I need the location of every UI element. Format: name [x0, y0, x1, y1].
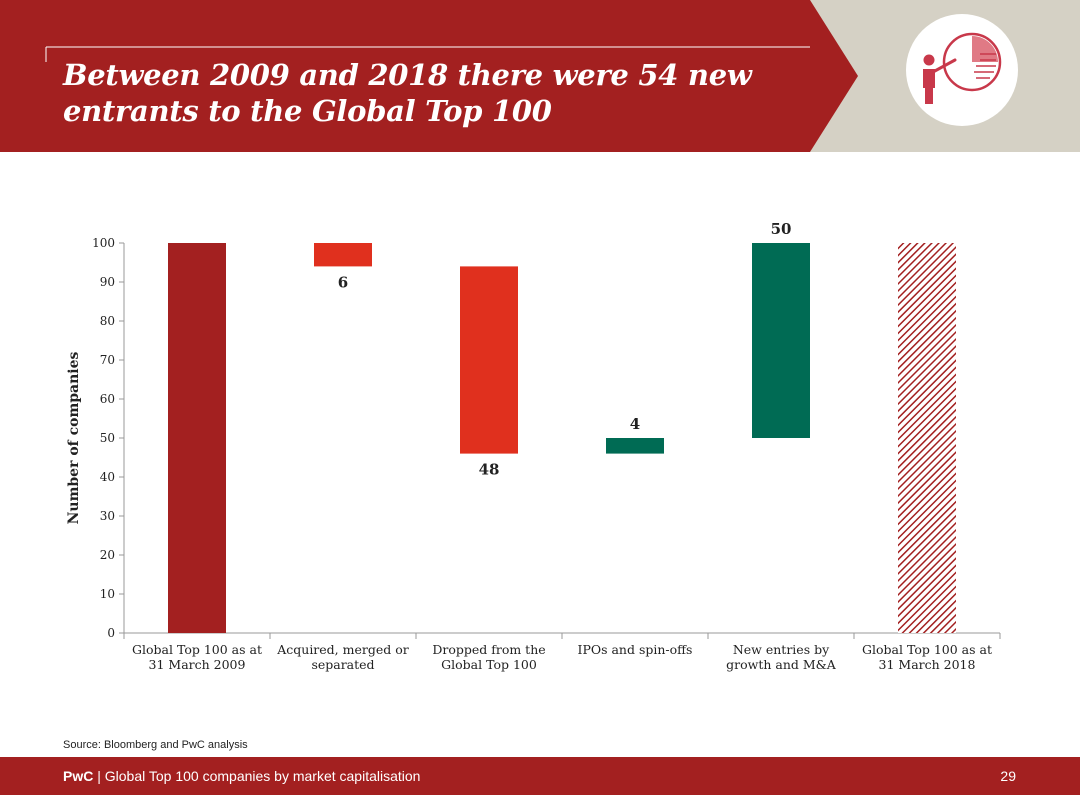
bar-3 [460, 266, 518, 454]
y-tick-label: 20 [100, 548, 115, 562]
footer-separator: | [93, 768, 105, 784]
footer: PwC | Global Top 100 companies by market… [63, 768, 420, 784]
bar-2 [314, 243, 372, 267]
bar-value-label: 50 [771, 220, 792, 238]
bar-value-label: 48 [479, 461, 500, 479]
category-label: New entries by growth and M&A [726, 642, 837, 672]
footer-brand: PwC [63, 768, 94, 784]
y-tick-label: 60 [100, 392, 115, 406]
y-axis-label: Number of companies [66, 351, 82, 524]
x-axis [123, 632, 1001, 639]
presentation-pie-chart-icon [906, 14, 1018, 126]
header-band [0, 0, 1080, 152]
y-tick-label: 80 [100, 314, 115, 328]
page-title-line-2: entrants to the Global Top 100 [63, 94, 552, 128]
y-tick-label: 50 [100, 431, 115, 445]
category-label: IPOs and spin-offs [578, 642, 693, 657]
category-label: Acquired, merged or separated [276, 642, 409, 672]
y-axis: 0 10 20 30 40 50 60 70 80 90 100 [92, 236, 125, 640]
bar-labels: 6 48 4 50 [338, 220, 792, 479]
bar-1 [168, 243, 226, 633]
bar-value-label: 4 [630, 415, 640, 433]
footer-bar [0, 757, 1080, 795]
y-tick-label: 70 [100, 353, 115, 367]
y-tick-label: 30 [100, 509, 115, 523]
y-tick-label: 10 [100, 587, 115, 601]
y-tick-label: 90 [100, 275, 115, 289]
category-label: Global Top 100 as at 31 March 2009 [132, 642, 262, 672]
category-label: Dropped from the Global Top 100 [432, 642, 545, 672]
category-label: Global Top 100 as at 31 March 2018 [862, 642, 992, 672]
page-title-line-1: Between 2009 and 2018 there were 54 new [63, 58, 752, 92]
page-number: 29 [1000, 768, 1016, 784]
header-red-arrow [0, 0, 858, 152]
y-tick-label: 100 [92, 236, 115, 250]
footer-title: Global Top 100 companies by market capit… [104, 768, 421, 784]
bars [168, 243, 956, 633]
waterfall-chart: 0 10 20 30 40 50 60 70 80 90 100 6 48 4 50 Global Top… [66, 220, 1001, 672]
bar-4 [606, 438, 664, 454]
bar-6 [898, 243, 956, 633]
y-tick-label: 0 [107, 626, 115, 640]
bar-5 [752, 243, 810, 438]
y-tick-label: 40 [100, 470, 115, 484]
bar-value-label: 6 [338, 273, 348, 291]
category-labels: Global Top 100 as at 31 March 2009 Acquire… [132, 642, 992, 672]
source-note: Source: Bloomberg and PwC analysis [63, 739, 248, 751]
